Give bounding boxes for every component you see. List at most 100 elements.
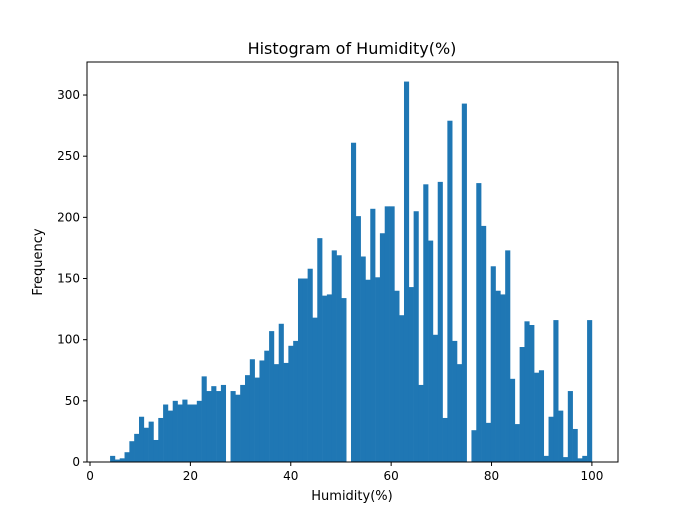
histogram-bar (447, 120, 453, 462)
histogram-bar (317, 238, 323, 462)
histogram-bar (192, 404, 198, 462)
histogram-bar (240, 384, 246, 462)
histogram-bar (134, 433, 140, 462)
histogram-bar (375, 277, 381, 462)
x-tick-label: 0 (86, 469, 94, 483)
histogram-bar (297, 278, 304, 462)
histogram-bar (418, 384, 424, 462)
y-tick-label: 0 (72, 455, 80, 469)
histogram-bar (172, 400, 178, 462)
histogram-bar (259, 360, 265, 462)
histogram-bar (167, 410, 174, 462)
histogram-bar (283, 362, 289, 462)
y-tick-label: 200 (57, 210, 80, 224)
histogram-bar (456, 364, 463, 462)
histogram-bar (524, 321, 530, 462)
histogram-bar (293, 340, 299, 462)
histogram-bar (442, 417, 448, 462)
histogram-bars (110, 81, 593, 463)
y-tick-label: 50 (65, 394, 80, 408)
histogram-bar (216, 391, 222, 462)
x-axis-ticks: 0 20 40 60 80 100 (86, 462, 603, 483)
histogram-bar (490, 266, 496, 462)
x-tick-label: 20 (183, 469, 198, 483)
y-tick-label: 150 (57, 272, 80, 286)
histogram-bar (567, 391, 573, 462)
histogram-bar (558, 410, 564, 462)
histogram-bar (288, 345, 294, 462)
histogram-bar (413, 211, 419, 462)
histogram-bar (538, 370, 545, 462)
histogram-bar (505, 250, 511, 462)
histogram-bar (543, 455, 549, 462)
histogram-bar (500, 294, 506, 462)
histogram-bar (269, 331, 275, 462)
histogram-bar (365, 279, 371, 462)
histogram-bar (124, 452, 130, 462)
y-tick-label: 300 (57, 88, 80, 102)
histogram-bar (114, 459, 121, 462)
histogram-bar (553, 320, 559, 462)
x-tick-label: 100 (580, 469, 603, 483)
histogram-bar (206, 391, 212, 462)
histogram-bar (476, 183, 482, 462)
chart-title: Histogram of Humidity(%) (248, 39, 457, 58)
histogram-bar (514, 424, 520, 462)
histogram-bar (399, 315, 405, 462)
histogram-bar (153, 439, 159, 462)
histogram-bar (534, 372, 540, 462)
histogram-bar (408, 287, 414, 462)
histogram-bar (302, 278, 308, 462)
histogram-bar (341, 298, 347, 462)
histogram-bar (245, 375, 251, 462)
histogram-bar (582, 455, 588, 462)
histogram-bar (336, 255, 342, 462)
histogram-bar (394, 290, 400, 462)
histogram-bar (331, 250, 337, 462)
histogram-bar (379, 233, 386, 462)
histogram-bar (110, 455, 116, 462)
histogram-bar (423, 184, 429, 462)
histogram-bar (249, 359, 255, 462)
histogram-bar (403, 81, 410, 462)
histogram-bar (519, 347, 525, 462)
histogram-bar (201, 376, 207, 462)
y-tick-label: 250 (57, 149, 80, 163)
histogram-bar (485, 422, 492, 462)
histogram-bar (432, 334, 439, 462)
histogram-bar (220, 384, 227, 462)
histogram-bar (577, 458, 583, 462)
histogram-bar (572, 428, 578, 462)
histogram-bar (350, 142, 357, 463)
x-tick-label: 60 (384, 469, 399, 483)
histogram-bar (211, 386, 217, 462)
x-axis-label: Humidity(%) (311, 489, 392, 504)
histogram-bar (326, 294, 333, 462)
histogram-bar (461, 103, 467, 462)
y-axis-ticks: 0 50 100 150 200 250 300 (57, 88, 87, 469)
histogram-bar (139, 416, 145, 462)
histogram-bar (235, 394, 241, 462)
histogram-bar (143, 427, 149, 462)
histogram-bar (355, 216, 361, 462)
plot-frame (86, 61, 619, 463)
histogram-bar (481, 225, 487, 462)
histogram-bar (254, 377, 260, 462)
histogram-bar (148, 421, 154, 462)
histogram-bar (384, 206, 390, 462)
histogram-bar (307, 268, 313, 462)
histogram-bar (428, 240, 434, 462)
histogram-bar (548, 416, 554, 462)
histogram-bar (322, 295, 328, 462)
histogram-bar (278, 323, 284, 462)
histogram-bar (312, 317, 318, 462)
histogram-bar (129, 441, 135, 462)
histogram-bar (177, 404, 183, 462)
histogram-bar (562, 457, 569, 462)
histogram-bar (230, 391, 236, 462)
histogram-bar (273, 364, 280, 462)
histogram-bar (509, 378, 516, 462)
histogram-bar (182, 399, 188, 462)
histogram-bar (495, 290, 501, 462)
